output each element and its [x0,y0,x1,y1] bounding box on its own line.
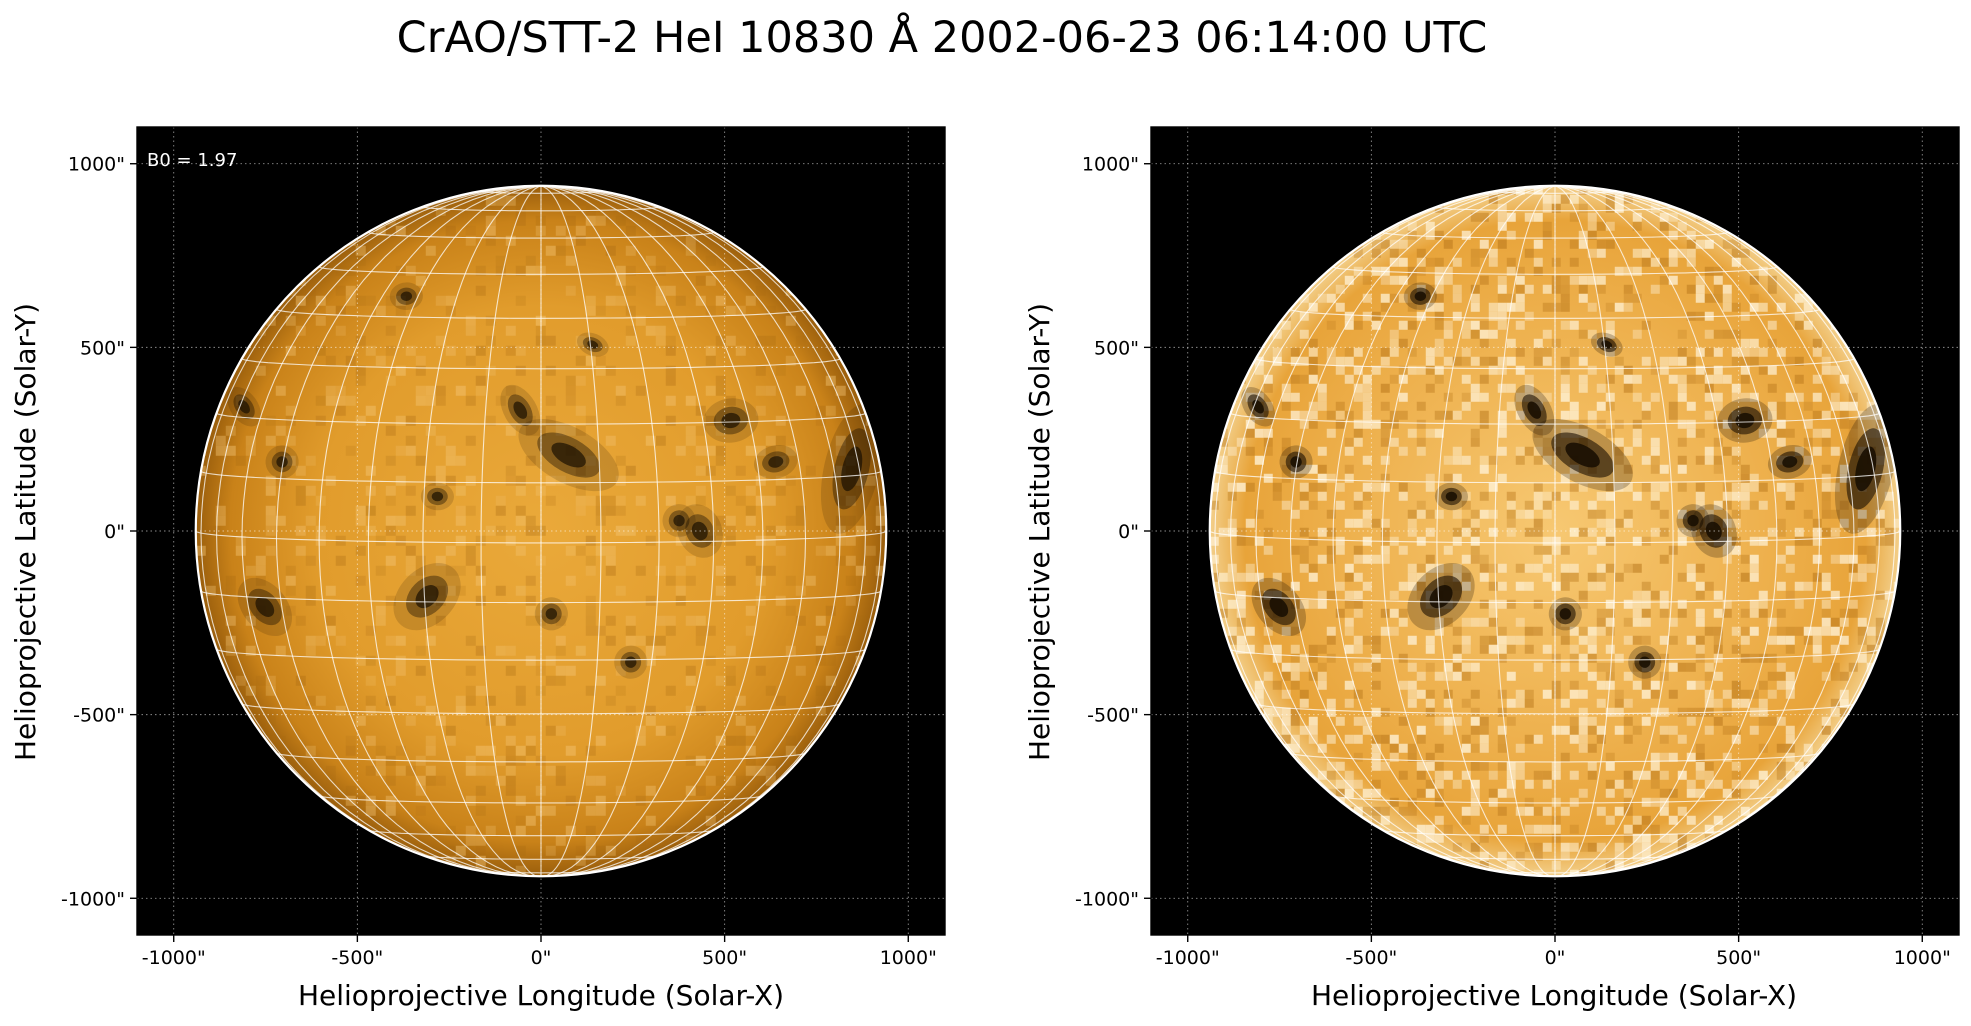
y-tick-label: 0" [104,521,125,543]
b0-annotation: B0 = 1.97 [147,150,237,171]
helioprojective-grid [137,127,945,935]
left-x-axis-label: Helioprojective Longitude (Solar-X) [297,979,785,1012]
solar-disk [195,185,887,877]
x-tick-label: 0" [531,947,552,969]
y-tick-label: 0" [1118,521,1139,543]
figure-title: CrAO/STT-2 HeI 10830 Å 2002-06-23 06:14:… [396,13,1488,63]
y-tick-label: -1000" [1075,888,1139,910]
heliographic-grid [1209,185,1901,877]
left-solar-image-panel: -1000" -500" 0" 500" 1000" 1000" 500" 0" -500" -1… [61,126,946,969]
x-tick-label: 1000" [880,947,937,969]
y-tick-label: -500" [73,705,125,727]
x-tick-label: 0" [1545,947,1566,969]
x-tick-label: -500" [331,947,383,969]
right-x-axis-label: Helioprojective Longitude (Solar-X) [1310,979,1798,1012]
heliographic-grid [195,185,887,877]
solar-limb [194,184,888,878]
y-tick-label: 1000" [68,154,125,176]
y-tick-label: -1000" [61,888,125,910]
helioprojective-grid [1151,127,1959,935]
y-tick-label: 500" [80,337,125,359]
right-y-axis-label: Helioprojective Latitude (Solar-Y) [1023,302,1056,762]
y-tick-label: 500" [1094,337,1139,359]
solar-disk [1209,185,1901,877]
right-solar-image-panel: -1000" -500" 0" 500" 1000" 1000" 500" 0" -500" -1… [1075,126,1960,969]
y-tick-label: 1000" [1082,154,1139,176]
plot-background [137,127,945,935]
x-tick-label: 1000" [1894,947,1951,969]
axes-frame [1150,126,1960,936]
plot-background [1151,127,1959,935]
axes-frame [136,126,946,936]
x-tick-label: -1000" [1156,947,1220,969]
solar-limb [1208,184,1902,878]
x-tick-label: 500" [1716,947,1761,969]
x-tick-label: -500" [1345,947,1397,969]
y-tick-label: -500" [1087,705,1139,727]
x-tick-label: 500" [702,947,747,969]
x-tick-label: -1000" [142,947,206,969]
left-y-axis-label: Helioprojective Latitude (Solar-Y) [9,302,42,762]
